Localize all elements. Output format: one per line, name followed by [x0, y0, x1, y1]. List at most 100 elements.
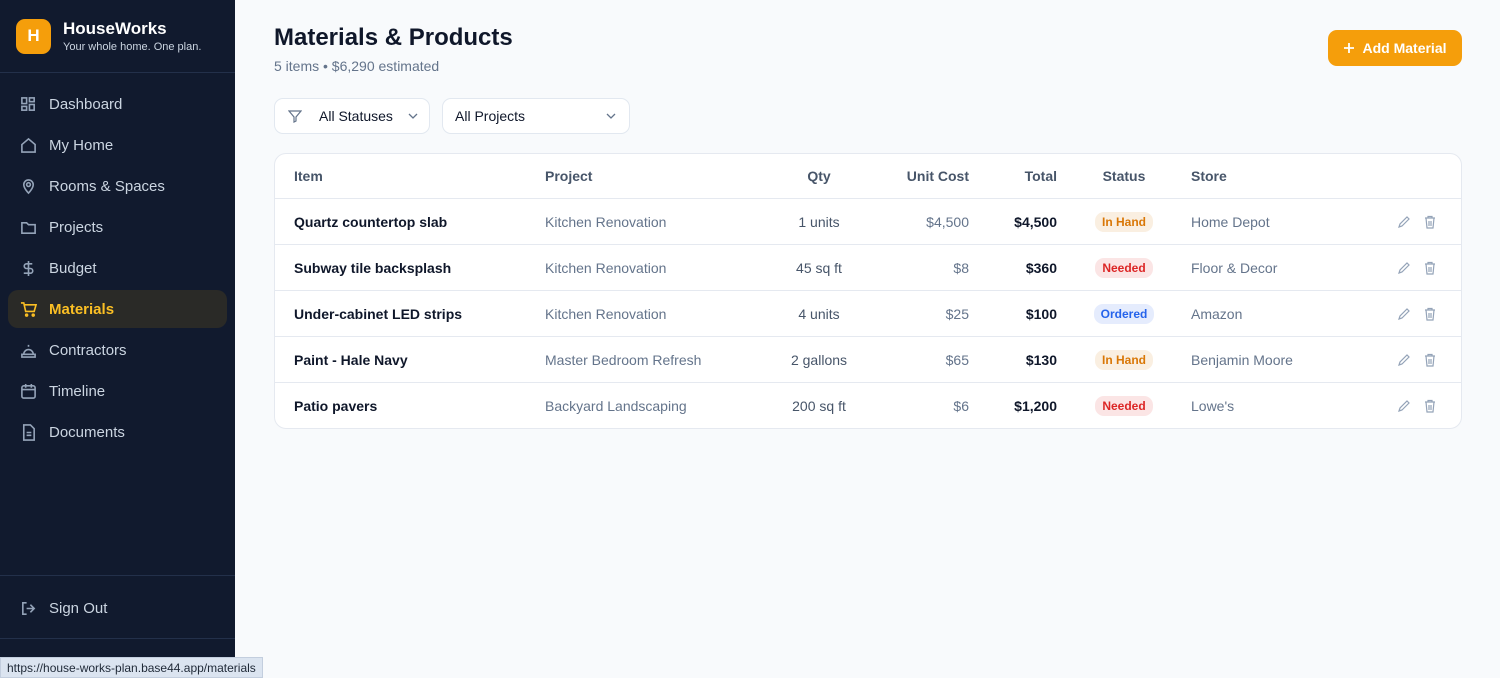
nav-label: Materials [49, 300, 115, 318]
nav-label: Contractors [49, 341, 127, 359]
project: Kitchen Renovation [545, 305, 667, 322]
total: $360 [1025, 259, 1057, 276]
nav-icon [21, 344, 36, 358]
nav-icon [21, 96, 35, 111]
edit-icon[interactable] [1397, 261, 1411, 275]
logo: H [16, 18, 51, 54]
add-button[interactable]: Add Material [1328, 30, 1462, 66]
sign-out-area: Sign Out [0, 575, 235, 639]
nav-icon [21, 137, 36, 153]
qty: 2 gallons [790, 351, 848, 368]
nav-label: Documents [49, 423, 125, 441]
nav-item[interactable]: Projects [8, 208, 227, 246]
nav-item[interactable]: Materials [8, 290, 227, 328]
status-cell: In Hand [1074, 199, 1174, 244]
main: Materials & Products 5 items • $6,290 es… [235, 0, 1500, 678]
brand-name: HouseWorks [63, 19, 167, 38]
store: Amazon [1191, 305, 1243, 322]
table-row: Patio pavers Backyard Landscaping 200 sq f… [275, 382, 1461, 428]
materials-table: Item Project Qty Unit Cost Total Status Store Q… [274, 153, 1462, 429]
nav-icon [21, 221, 36, 234]
delete-icon[interactable] [1423, 215, 1437, 229]
status-badge: Needed [1095, 395, 1153, 416]
delete-icon[interactable] [1423, 307, 1437, 321]
status-cell: Needed [1074, 383, 1174, 428]
sidebar: H HouseWorks Your whole home. One plan. D… [0, 0, 235, 678]
brand: H HouseWorks Your whole home. One plan. [0, 0, 235, 73]
nav-item[interactable]: My Home [8, 126, 227, 164]
page-title: Materials & Products [274, 24, 513, 51]
page-subtitle: 5 items • $6,290 estimated [274, 58, 440, 74]
status-cell: In Hand [1074, 337, 1174, 382]
nav-icon [22, 178, 35, 194]
nav-label: Timeline [49, 382, 106, 400]
nav-item[interactable]: Rooms & Spaces [8, 167, 227, 205]
store: Home Depot [1191, 213, 1270, 230]
nav-icon [22, 423, 35, 441]
project-filter[interactable]: All Projects [442, 98, 630, 134]
project: Kitchen Renovation [545, 213, 667, 230]
table-row: Subway tile backsplash Kitchen Renovation… [275, 244, 1461, 290]
total: $130 [1025, 351, 1057, 368]
status-badge: Needed [1095, 257, 1153, 278]
nav-label: Dashboard [49, 95, 123, 113]
column-header: Total [1024, 168, 1057, 184]
status-badge: Ordered [1093, 303, 1155, 324]
filter-label: All Statuses [319, 108, 393, 124]
row-actions [1397, 199, 1447, 244]
sign-out[interactable]: Sign Out [8, 589, 227, 627]
edit-icon[interactable] [1397, 307, 1411, 321]
status-filter[interactable]: All Statuses [274, 98, 430, 134]
table-row: Paint - Hale Navy Master Bedroom Refresh 2… [275, 336, 1461, 382]
table-row: Under-cabinet LED strips Kitchen Renovati… [275, 290, 1461, 336]
unit-cost: $25 [945, 305, 969, 322]
row-actions [1397, 245, 1447, 290]
qty: 200 sq ft [792, 397, 846, 414]
edit-icon[interactable] [1397, 353, 1411, 367]
nav-item[interactable]: Budget [8, 249, 227, 287]
add-label: Add Material [1362, 40, 1447, 56]
status-badge: In Hand [1095, 211, 1153, 232]
nav-item[interactable]: Contractors [8, 331, 227, 369]
nav-label: Rooms & Spaces [49, 177, 165, 195]
status-badge: In Hand [1095, 349, 1153, 370]
project: Backyard Landscaping [545, 397, 687, 414]
row-actions [1397, 383, 1447, 428]
table-row: Quartz countertop slab Kitchen Renovation… [275, 198, 1461, 244]
nav-item[interactable]: Dashboard [8, 85, 227, 123]
unit-cost: $65 [945, 351, 969, 368]
store: Benjamin Moore [1191, 351, 1293, 368]
nav: Dashboard My Home Rooms & Spaces Projects Bu… [0, 73, 235, 451]
status-cell: Ordered [1074, 291, 1174, 336]
total: $100 [1025, 305, 1057, 322]
status-cell: Needed [1074, 245, 1174, 290]
delete-icon[interactable] [1423, 261, 1437, 275]
nav-item[interactable]: Timeline [8, 372, 227, 410]
status-url: https://house-works-plan.base44.app/mate… [0, 657, 263, 678]
store: Floor & Decor [1191, 259, 1278, 276]
delete-icon[interactable] [1423, 399, 1437, 413]
item: Paint - Hale Navy [294, 351, 408, 368]
edit-icon[interactable] [1397, 215, 1411, 229]
sign-out-label: Sign Out [49, 599, 108, 617]
qty: 45 sq ft [796, 259, 842, 276]
project: Master Bedroom Refresh [545, 351, 702, 368]
delete-icon[interactable] [1423, 353, 1437, 367]
brand-tagline: Your whole home. One plan. [63, 41, 202, 53]
nav-icon [21, 383, 36, 399]
total: $1,200 [1014, 397, 1057, 414]
store: Lowe's [1191, 397, 1235, 414]
nav-label: My Home [49, 136, 114, 154]
item: Subway tile backsplash [294, 259, 452, 276]
edit-icon[interactable] [1397, 399, 1411, 413]
row-actions [1397, 291, 1447, 336]
row-actions [1397, 337, 1447, 382]
filter-label: All Projects [455, 108, 526, 124]
unit-cost: $4,500 [926, 213, 969, 230]
nav-label: Budget [49, 259, 97, 277]
unit-cost: $8 [953, 259, 969, 276]
nav-item[interactable]: Documents [8, 413, 227, 451]
item: Quartz countertop slab [294, 213, 448, 230]
